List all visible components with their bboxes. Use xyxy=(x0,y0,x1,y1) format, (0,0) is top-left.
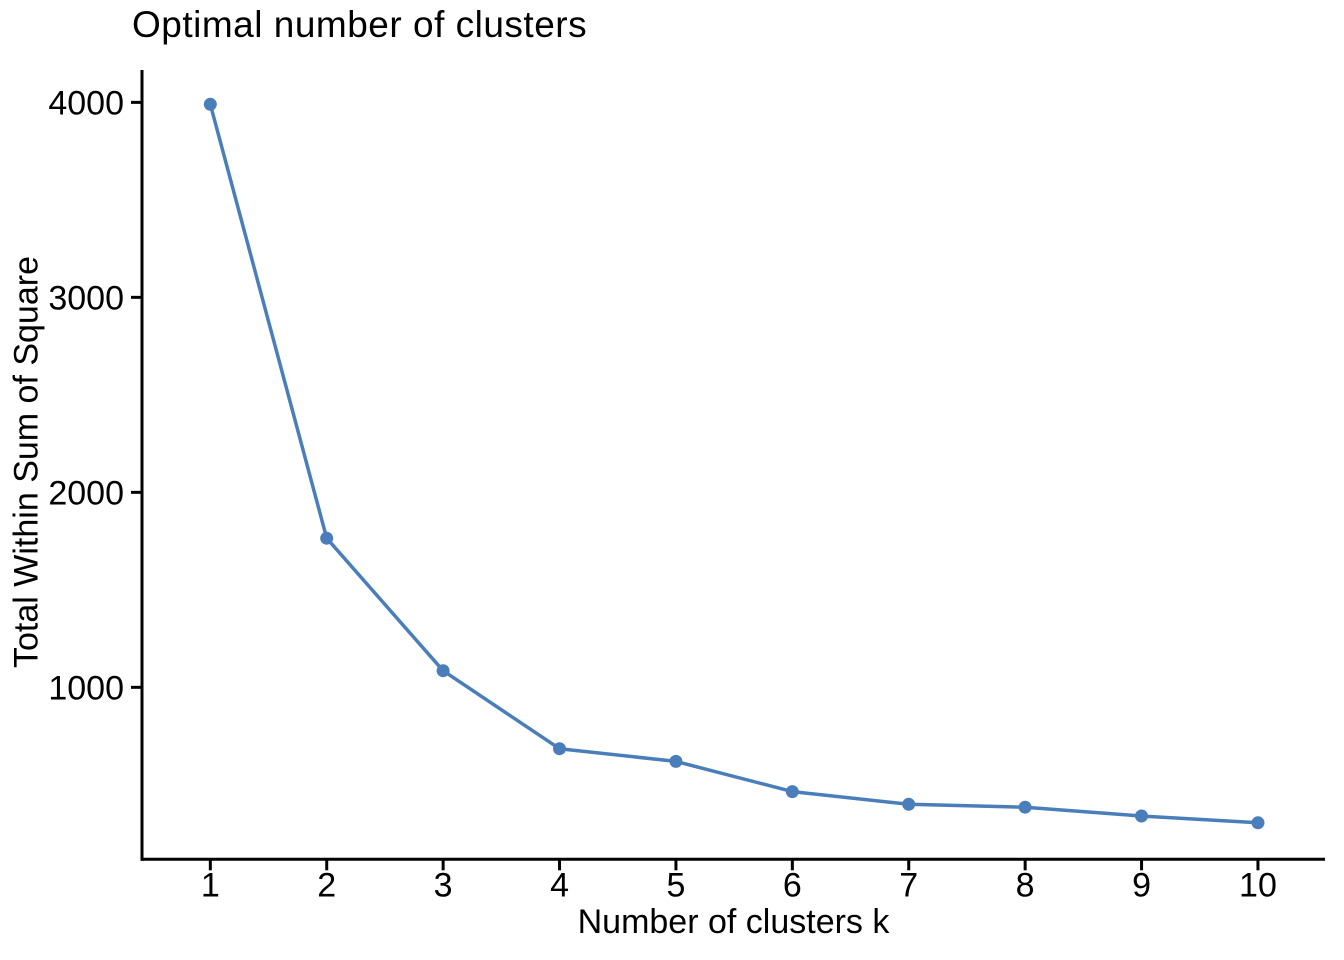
data-point-k8 xyxy=(1018,800,1032,814)
data-point-k6 xyxy=(785,785,799,799)
data-point-k7 xyxy=(902,797,916,811)
x-tick-label: 1 xyxy=(201,866,220,904)
x-tick-label: 2 xyxy=(317,866,336,904)
chart-title: Optimal number of clusters xyxy=(132,4,588,45)
data-point-k4 xyxy=(553,742,566,756)
x-tick-label: 10 xyxy=(1239,866,1277,904)
data-point-k9 xyxy=(1135,809,1148,823)
data-point-k5 xyxy=(669,754,683,768)
data-point-k1 xyxy=(203,97,217,111)
x-tick-label: 5 xyxy=(666,866,685,904)
x-axis-title: Number of clusters k xyxy=(577,903,890,941)
data-point-k3 xyxy=(436,664,450,678)
y-tick-label: 2000 xyxy=(48,474,124,512)
y-tick-label: 3000 xyxy=(48,279,124,317)
x-tick-label: 6 xyxy=(783,866,802,904)
data-point-k2 xyxy=(320,531,334,545)
y-tick-label: 4000 xyxy=(48,84,124,122)
x-tick-label: 7 xyxy=(899,866,918,904)
data-point-k10 xyxy=(1251,816,1265,830)
x-tick-label: 9 xyxy=(1132,866,1151,904)
x-tick-label: 3 xyxy=(434,866,453,904)
y-tick-label: 1000 xyxy=(48,669,124,707)
x-tick-label: 4 xyxy=(550,866,569,904)
wss-series-line xyxy=(208,102,1260,825)
x-tick-label: 8 xyxy=(1016,866,1035,904)
